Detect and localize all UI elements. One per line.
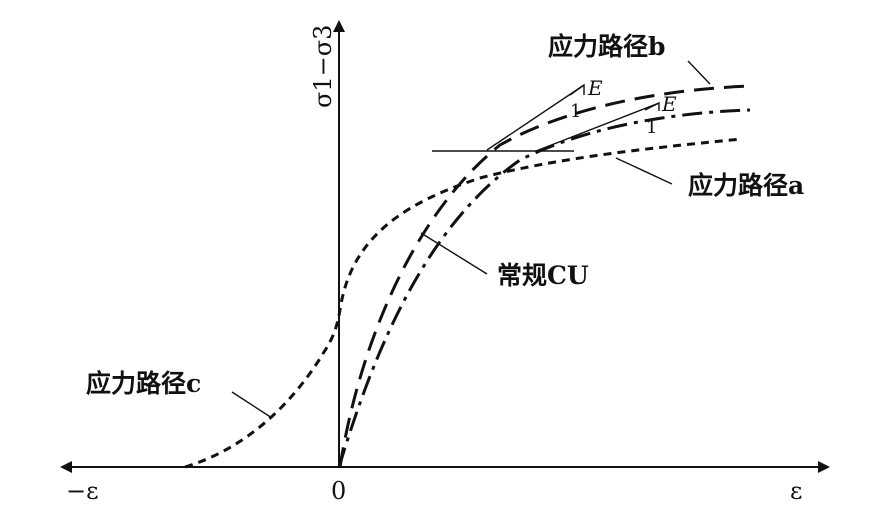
path-b-label: 应力路径b (548, 32, 665, 61)
origin-label: 0 (331, 477, 346, 505)
path-c-label: 应力路径c (86, 369, 201, 398)
lower-slope-triangle (644, 101, 660, 111)
conventional-label: 常规CU (497, 261, 589, 290)
lower-e-label: E (661, 92, 677, 116)
lower-tangent-line (535, 102, 660, 152)
conventional-curve (337, 108, 751, 468)
lower-one-label: 1 (646, 117, 657, 138)
y-axis-label: σ1−σ3 (309, 25, 337, 108)
upper-e-label: E (587, 76, 603, 100)
upper-tangent-line (486, 84, 585, 151)
upper-slope-triangle (569, 83, 585, 96)
path-b-leader (687, 60, 711, 85)
conventional-leader (420, 232, 488, 275)
x-negative-label: −ε (66, 477, 99, 505)
path-a-leader (615, 157, 673, 185)
path-a-label: 应力路径a (688, 171, 804, 200)
x-positive-label: ε (790, 477, 802, 505)
path-c-leader (231, 391, 273, 419)
path-b-curve (338, 84, 753, 468)
upper-one-label: 1 (570, 101, 581, 122)
path-c-curve (184, 137, 743, 469)
